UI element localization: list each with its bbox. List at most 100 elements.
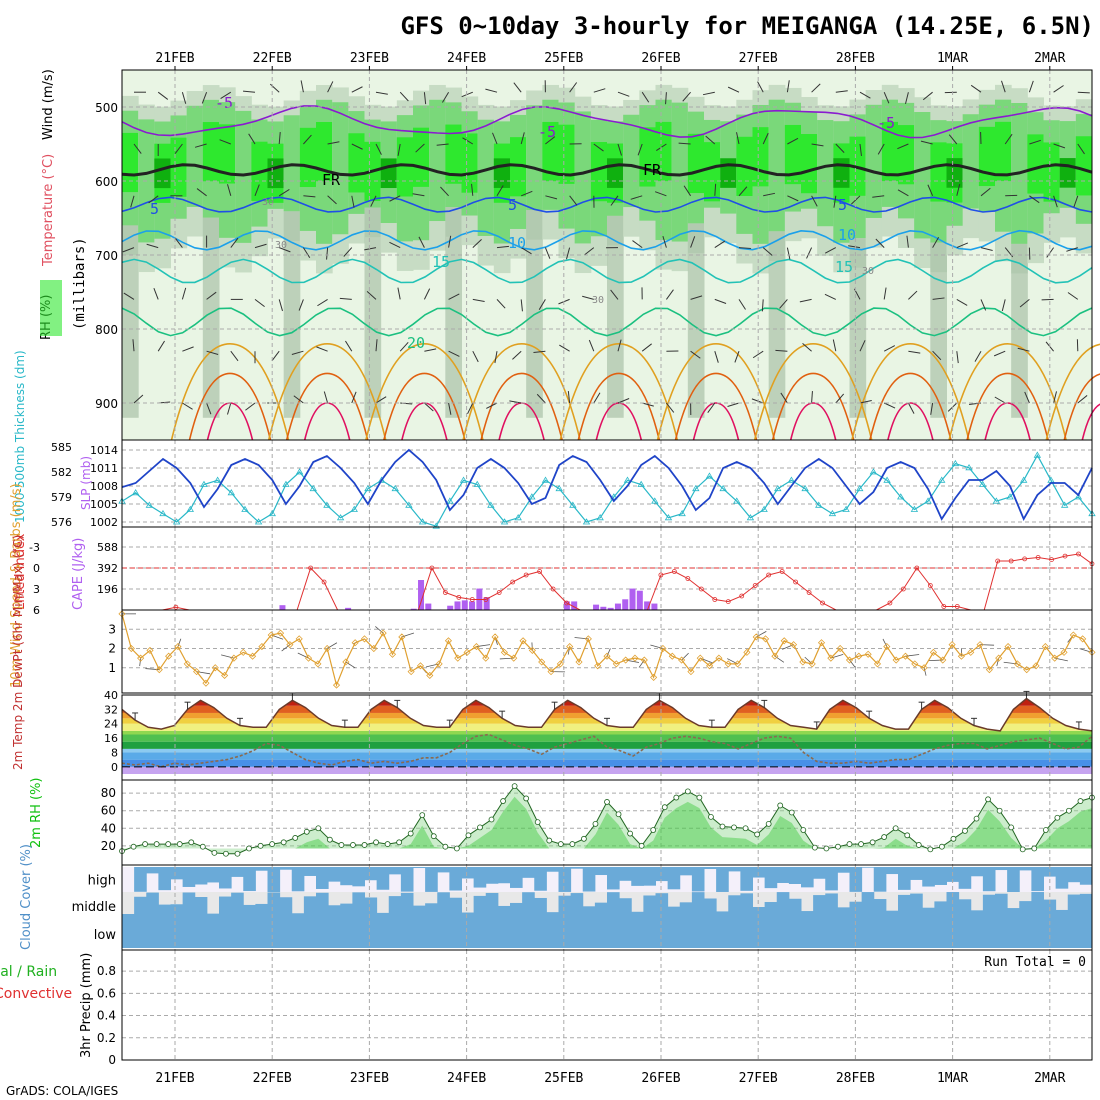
wind-barb <box>932 350 942 361</box>
high-cloud-bar <box>182 867 196 887</box>
temp-contour-25 <box>559 342 679 441</box>
thickness-point <box>500 518 509 525</box>
middle-cloud-bar <box>619 898 632 920</box>
rh-point <box>788 809 795 816</box>
wind-speed-point <box>901 652 910 660</box>
wind-speed-point <box>743 648 751 656</box>
wind-barb <box>366 290 377 300</box>
thickness-point <box>623 476 632 483</box>
wind-barb <box>662 235 667 248</box>
wind-speed-point <box>1032 662 1040 670</box>
rh-point <box>627 830 633 837</box>
wind-barb <box>375 396 387 404</box>
temp-contour-25 <box>267 342 387 441</box>
wind-barb <box>705 135 716 145</box>
rh-point <box>661 804 668 811</box>
rh-point <box>615 811 622 818</box>
top-date-label: 23FEB <box>350 51 389 66</box>
rh-band-deep <box>380 158 398 189</box>
high-cloud-bar <box>364 867 378 881</box>
precip-convective-label: Convective <box>0 986 72 1002</box>
high-cloud-bar <box>510 867 523 888</box>
high-cloud-bar <box>158 867 171 891</box>
wind-barb <box>496 299 506 309</box>
cape-bar <box>454 601 461 610</box>
cape-bar <box>469 601 476 610</box>
rh-point <box>1077 798 1084 804</box>
wind-barb <box>787 137 799 145</box>
bottom-date-label: 2MAR <box>1034 1071 1065 1086</box>
rh-point <box>696 794 703 801</box>
middle-cloud-bar <box>316 892 329 920</box>
thickness-point <box>897 493 905 500</box>
wind-barb <box>415 143 425 153</box>
thickness-point <box>1006 493 1014 500</box>
temp-contour-25 <box>948 342 1067 441</box>
wind-barb <box>593 143 604 152</box>
wind-barb <box>327 141 340 145</box>
rh-column-dark <box>607 215 624 418</box>
wind-speed-line <box>121 613 1093 688</box>
lifted-index-point <box>1008 558 1014 564</box>
high-cloud-bar <box>982 867 996 892</box>
lifted-index-point <box>752 583 758 588</box>
wind-barb <box>734 351 740 363</box>
wind-speed-point <box>594 662 602 670</box>
wind-speed-point <box>398 633 406 641</box>
freezing-level-line <box>121 163 1093 177</box>
wind-barb <box>763 192 776 197</box>
wind-barb <box>714 183 717 196</box>
middle-cloud-bar <box>206 913 220 920</box>
wind-barb <box>512 350 522 360</box>
wind-barb <box>492 132 498 145</box>
wind-barb <box>908 350 921 354</box>
rh-point <box>754 831 761 838</box>
wind-barb <box>811 390 813 404</box>
wind-barb <box>617 91 630 97</box>
temp-contour-25 <box>851 342 970 441</box>
wind-speed-point <box>165 652 173 660</box>
wind-barb <box>423 92 427 105</box>
lifted-index-point <box>1076 551 1081 557</box>
wind-barb <box>389 195 401 202</box>
middle-cloud-bar <box>898 894 911 920</box>
pressure-units-label: (millibars) <box>72 237 88 330</box>
rh-band-bright <box>219 124 236 184</box>
rh-tick-label: 60 <box>101 804 116 818</box>
thickness-point <box>213 476 222 483</box>
middle-cloud-bar <box>873 899 887 920</box>
precip-tick-label: 0.2 <box>97 1031 116 1045</box>
thickness-point <box>965 464 973 471</box>
thickness-point <box>815 501 823 508</box>
thickness-point <box>692 484 700 492</box>
middle-cloud-bar <box>594 902 608 920</box>
wind-barb <box>461 91 473 98</box>
temp-contour-30 <box>1063 373 1100 441</box>
wind-barb <box>786 80 790 93</box>
high-cloud-bar <box>461 867 475 879</box>
rh-point <box>511 783 518 790</box>
rh-point <box>488 816 495 823</box>
thickness-point <box>842 505 850 512</box>
top-date-label: 25FEB <box>544 51 583 66</box>
lifted-index-point <box>510 579 516 585</box>
wind-barb <box>980 247 993 251</box>
middle-cloud-bar <box>461 912 475 920</box>
wind-barb <box>1077 91 1090 94</box>
wind-barb <box>227 402 232 415</box>
rh-band-bright <box>202 122 220 182</box>
rh-band-green <box>235 110 252 243</box>
wind-barb <box>351 195 355 208</box>
wind-barb <box>182 402 193 410</box>
wind-speed-point <box>948 641 956 649</box>
wind-barb <box>194 143 207 148</box>
high-cloud-bar <box>691 867 705 892</box>
wind-speed-point <box>566 643 574 651</box>
wind-speed-point <box>575 658 583 666</box>
rh-point <box>407 830 414 837</box>
lifted-index-tick-label: -3 <box>29 541 40 554</box>
rh-band-green <box>817 120 834 227</box>
high-cloud-bar <box>1043 867 1057 877</box>
thickness-point <box>432 522 440 529</box>
wind-speed-point <box>995 654 1003 662</box>
